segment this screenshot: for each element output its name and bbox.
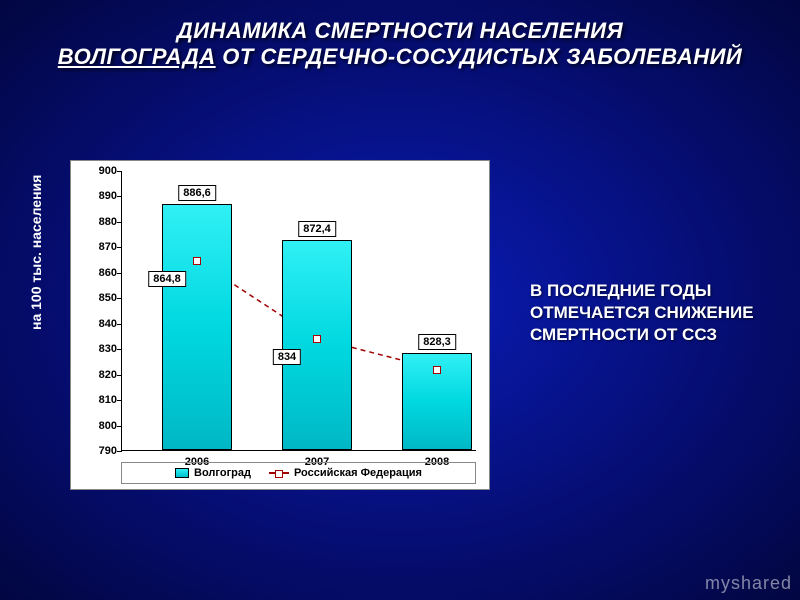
plot-area: 790800810820830840850860870880890900886,… [121,171,476,451]
ytick-mark [117,298,122,299]
line-value-label: 864,8 [148,271,186,287]
bar: 872,4 [282,240,352,450]
annotation-text: В ПОСЛЕДНИЕ ГОДЫ ОТМЕЧАЕТСЯ СНИЖЕНИЕ СМЕ… [530,280,770,346]
line-marker [433,366,441,374]
legend-item-line: Российская Федерация [269,467,422,479]
bar-value-label: 828,3 [418,334,456,350]
ytick-mark [117,426,122,427]
ytick-label: 840 [82,318,117,330]
ytick-label: 790 [82,445,117,457]
ytick-label: 880 [82,216,117,228]
title-city: ВОЛГОГРАДА [58,44,216,69]
bar-value-label: 886,6 [178,185,216,201]
line-marker [313,335,321,343]
legend: Волгоград Российская Федерация [121,462,476,484]
line-value-label: 834 [273,349,301,365]
ytick-label: 890 [82,190,117,202]
bar: 886,6 [162,204,232,450]
ytick-mark [117,247,122,248]
ytick-label: 820 [82,369,117,381]
title-rest: ОТ СЕРДЕЧНО-СОСУДИСТЫХ ЗАБОЛЕВАНИЙ [216,44,743,69]
ytick-label: 800 [82,420,117,432]
ytick-mark [117,400,122,401]
legend-label-line: Российская Федерация [294,467,422,479]
title-line1: ДИНАМИКА СМЕРТНОСТИ НАСЕЛЕНИЯ [177,18,623,43]
watermark: myshared [705,573,792,594]
ytick-label: 810 [82,394,117,406]
ytick-mark [117,273,122,274]
ytick-mark [117,171,122,172]
ytick-label: 860 [82,267,117,279]
chart-title: ДИНАМИКА СМЕРТНОСТИ НАСЕЛЕНИЯ ВОЛГОГРАДА… [0,0,800,80]
legend-label-bar: Волгоград [194,467,251,479]
legend-item-bar: Волгоград [175,467,251,479]
bar-value-label: 872,4 [298,221,336,237]
line-swatch-icon [269,472,289,474]
ytick-label: 870 [82,241,117,253]
ytick-mark [117,196,122,197]
y-axis-label: на 100 тыс. населения [28,175,44,330]
ytick-mark [117,375,122,376]
line-marker [193,257,201,265]
ytick-mark [117,451,122,452]
ytick-label: 830 [82,343,117,355]
ytick-mark [117,222,122,223]
ytick-label: 850 [82,292,117,304]
ytick-label: 900 [82,165,117,177]
bar-swatch-icon [175,468,189,478]
chart-container: 790 800 810 820 830 840 850 860 870 880 890 900 886,… [70,160,490,490]
ytick-mark [117,324,122,325]
ytick-mark [117,349,122,350]
